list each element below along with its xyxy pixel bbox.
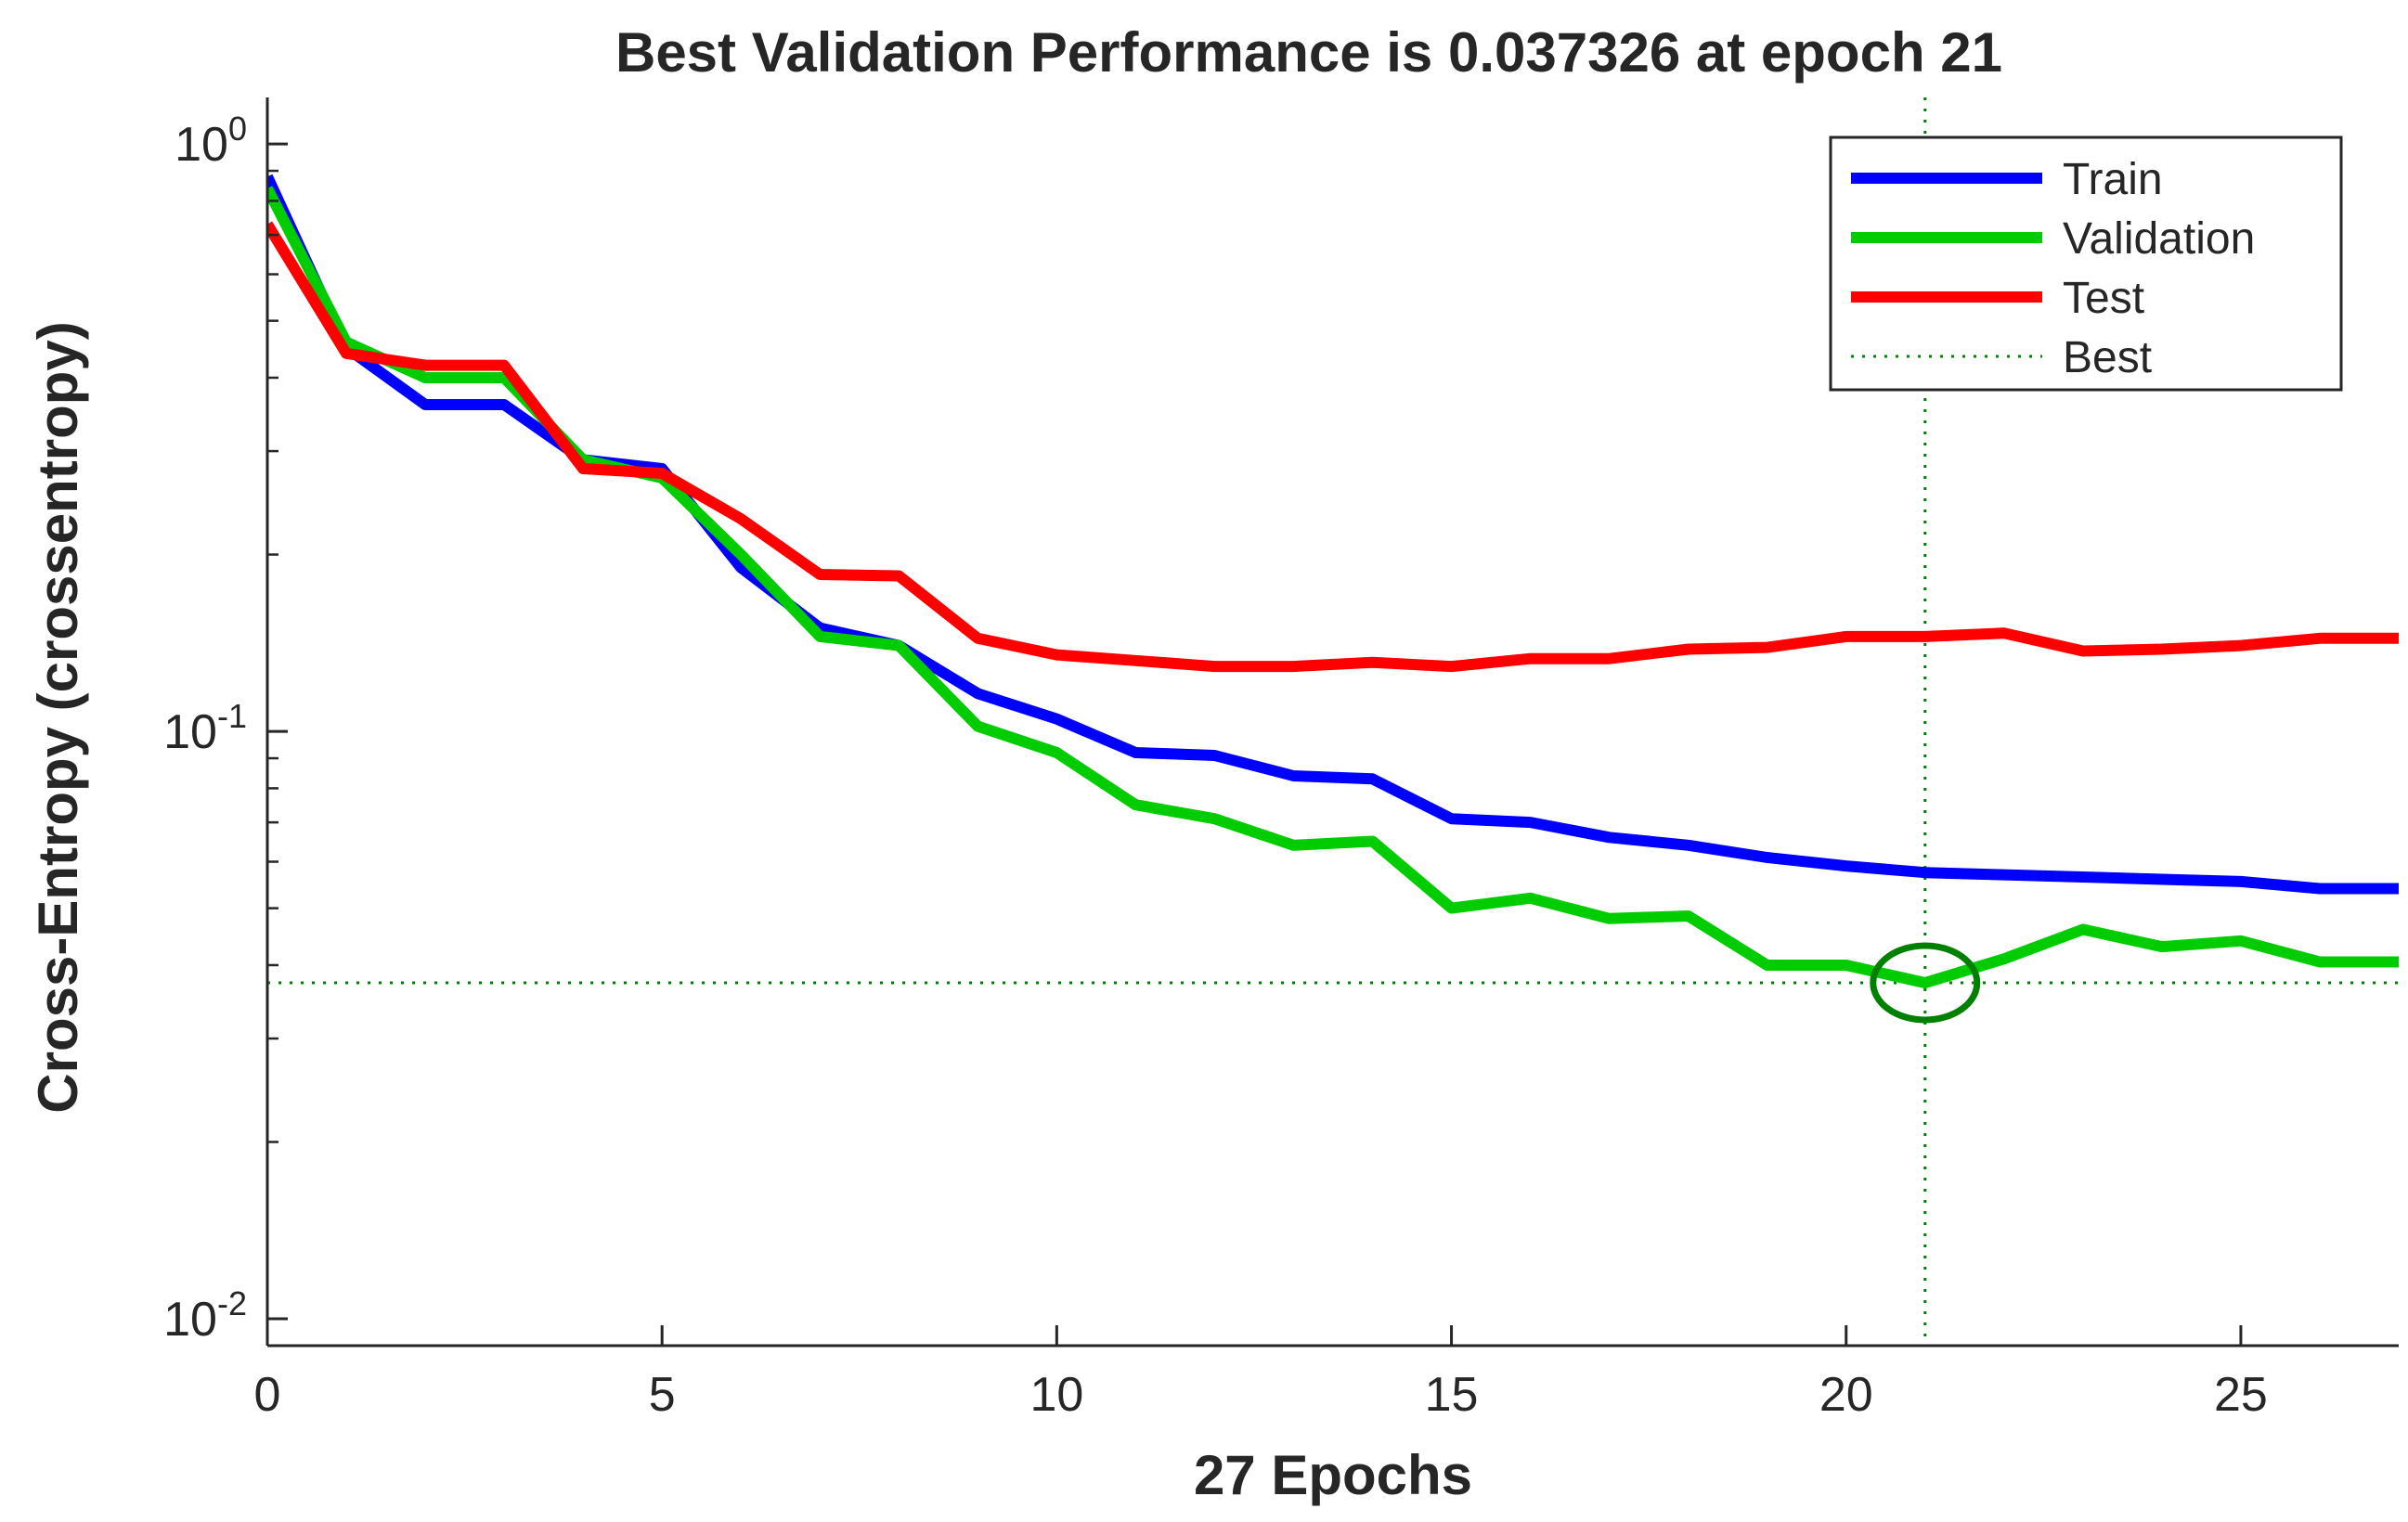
best-marker-layer xyxy=(1870,942,1981,1024)
x-tick-label: 10 xyxy=(1029,1368,1083,1422)
test-line xyxy=(267,221,2399,673)
best-reference-lines xyxy=(267,97,2399,1346)
x-axis-label: 27 Epochs xyxy=(1194,1444,1472,1506)
legend-train-label: Train xyxy=(2063,155,2163,204)
y-tick-label: 10-2 xyxy=(163,1284,247,1347)
x-tick-label: 0 xyxy=(254,1368,281,1422)
x-tick-label: 25 xyxy=(2214,1368,2268,1422)
y-tick-label: 10-1 xyxy=(163,697,247,759)
best-marker xyxy=(1870,942,1981,1024)
legend-best-label: Best xyxy=(2063,333,2152,382)
y-axis-label: Cross-Entropy (crossentropy) xyxy=(27,321,89,1113)
x-tick-label: 5 xyxy=(649,1368,676,1422)
legend-validation-label: Validation xyxy=(2063,214,2255,264)
axes-layer: 0 5 10 15 20 25 100 10-1 10-2 xyxy=(163,97,2399,1422)
x-tick-label: 20 xyxy=(1819,1368,1873,1422)
x-tick-label: 15 xyxy=(1425,1368,1479,1422)
chart-title: Best Validation Performance is 0.037326 … xyxy=(615,21,2002,84)
series-layer xyxy=(267,174,2399,988)
legend: Train Validation Test Best xyxy=(1829,135,2343,392)
test-series xyxy=(267,221,2399,673)
y-tick-label: 100 xyxy=(175,110,247,172)
legend-test-label: Test xyxy=(2063,274,2144,323)
